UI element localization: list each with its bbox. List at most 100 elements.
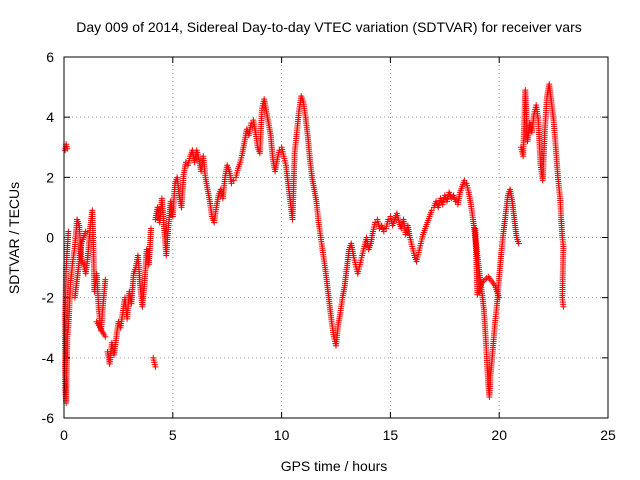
data-point-trail [348, 242, 357, 257]
data-point-trail [70, 245, 78, 263]
data-point-trail [169, 182, 178, 218]
x-tick-label: 5 [169, 427, 177, 443]
data-point-trail [85, 227, 93, 257]
data-point-trail [486, 374, 494, 398]
data-point-trail [128, 272, 137, 305]
chart-title: Day 009 of 2014, Sidereal Day-to-day VTE… [76, 19, 582, 35]
data-point-trail [185, 155, 193, 167]
x-tick-label: 15 [383, 427, 399, 443]
data-point-trail [435, 197, 443, 209]
data-point-trail [468, 203, 476, 221]
data-point-trail [145, 227, 154, 266]
data-point-trail [131, 266, 139, 275]
data-point-trail [79, 257, 86, 266]
data-point-trail [507, 188, 515, 203]
y-tick-label: 4 [46, 109, 54, 125]
data-point-trail [529, 113, 537, 134]
data-point-trail [315, 221, 324, 239]
data-point-trail [300, 101, 309, 119]
data-point-trail [139, 281, 148, 308]
data-point-trail [496, 251, 505, 278]
data-point-trail [546, 83, 555, 104]
x-tick-label: 20 [491, 427, 507, 443]
data-point-trail [368, 230, 376, 245]
data-point-trail [135, 254, 144, 287]
data-point-trail [552, 146, 561, 179]
data-point-trail [464, 182, 472, 194]
data-point-trail [489, 323, 498, 353]
data-point-trail [357, 254, 365, 266]
y-tick-labels: -6 -4 -2 0 2 4 6 [42, 49, 55, 426]
data-point-trail [374, 218, 382, 230]
data-point-trail [539, 128, 548, 182]
data-point-trail [558, 218, 566, 239]
data-point-trail [304, 134, 313, 161]
data-point-trail [281, 155, 289, 167]
data-point-trail [379, 224, 387, 233]
data-point-trail [409, 245, 417, 257]
data-point-trail [433, 200, 441, 209]
data-point-trail [324, 284, 333, 305]
y-tick-label: 6 [46, 49, 54, 65]
data-point-trail [267, 134, 276, 161]
data-point-trail [174, 176, 183, 197]
data-point-trail [418, 233, 426, 245]
data-point-trail [163, 224, 172, 257]
x-tick-label: 25 [600, 427, 616, 443]
data-point-trail [535, 119, 544, 167]
data-point-trail [298, 95, 306, 104]
y-tick-label: -2 [42, 290, 55, 306]
data-point-trail [444, 191, 452, 203]
data-point-trail [64, 327, 72, 338]
data-point-trail [307, 158, 315, 179]
data-point-trail [451, 194, 458, 203]
data-point-trail [414, 251, 422, 263]
data-point-trail [318, 236, 326, 254]
y-axis-label: SDTVAR / TECUs [6, 182, 22, 294]
data-point-trail [226, 170, 235, 185]
data-point-trail [207, 200, 215, 218]
data-point-trail [455, 191, 463, 206]
grid-lines [64, 57, 608, 418]
data-point-trail [252, 131, 261, 149]
data-point-trail [335, 311, 343, 326]
data-point-trail [387, 215, 396, 227]
data-point-trail [274, 149, 282, 161]
data-point-trail [272, 158, 280, 173]
data-point-trail [459, 179, 467, 188]
data-point-trail [359, 245, 367, 257]
data-point-trail [390, 218, 398, 227]
data-point-trail [370, 221, 378, 233]
data-point-trail [200, 155, 209, 179]
data-point-trail [339, 284, 348, 299]
data-point-trail [62, 143, 69, 152]
data-point-trail [94, 320, 108, 338]
data-point-trail [320, 251, 328, 269]
data-point-trail [291, 131, 300, 155]
data-point-trail [383, 218, 391, 230]
data-point-trail [355, 263, 363, 275]
data-point-trail [407, 236, 415, 248]
data-point-trail [344, 248, 352, 269]
data-point-trail [289, 152, 298, 221]
data-point-trail [62, 266, 70, 320]
data-point-trail [341, 266, 350, 287]
data-point-trail [67, 260, 76, 284]
data-point-trail [239, 140, 248, 155]
data-point-trail [475, 281, 485, 296]
data-point-trail [181, 161, 189, 176]
data-point [230, 177, 237, 184]
data-point-trail [256, 107, 265, 155]
x-axis-label: GPS time / hours [281, 458, 388, 474]
data-point-trail [492, 284, 502, 299]
data-point-trail [440, 194, 448, 206]
data-point-trail [294, 110, 302, 134]
data-point-trail [405, 224, 413, 239]
data-point-trail [63, 230, 72, 269]
data-point-trail [72, 242, 85, 299]
data-point-trail [479, 290, 487, 311]
data-point-trail [302, 116, 311, 137]
data-point-trail [511, 218, 520, 239]
data-point-trail [559, 296, 567, 308]
data-point-trail [466, 191, 474, 206]
